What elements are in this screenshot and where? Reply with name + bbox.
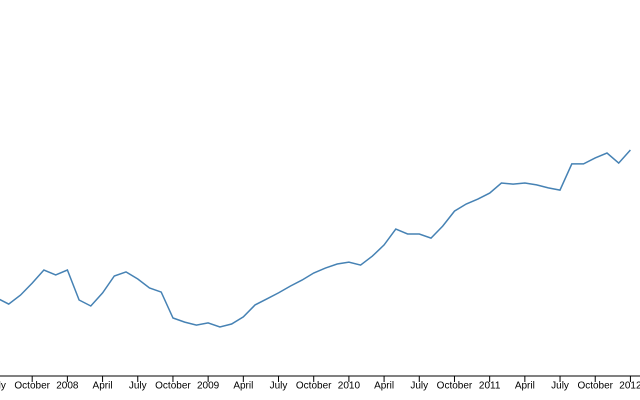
x-tick-label: October <box>437 381 473 392</box>
x-tick-label: October <box>577 381 613 392</box>
data-line <box>0 149 631 328</box>
x-tick-label: 2010 <box>338 381 361 392</box>
x-tick-label: April <box>233 381 253 392</box>
x-tick-label: July <box>410 381 428 392</box>
x-tick-label: July <box>270 381 288 392</box>
x-tick-label: July <box>551 381 569 392</box>
x-tick-label: 2008 <box>56 381 79 392</box>
x-tick-label: 2009 <box>197 381 220 392</box>
x-tick-label: October <box>296 381 332 392</box>
x-tick-label: April <box>515 381 535 392</box>
x-tick-label: October <box>14 381 50 392</box>
x-tick-label: 2011 <box>479 381 501 392</box>
x-tick-label: July <box>129 381 147 392</box>
x-tick-label: April <box>93 381 113 392</box>
x-tick-label: July <box>0 381 6 392</box>
x-tick-label: April <box>374 381 394 392</box>
x-tick-label: October <box>155 381 191 392</box>
x-tick-label: 2012 <box>619 381 640 392</box>
